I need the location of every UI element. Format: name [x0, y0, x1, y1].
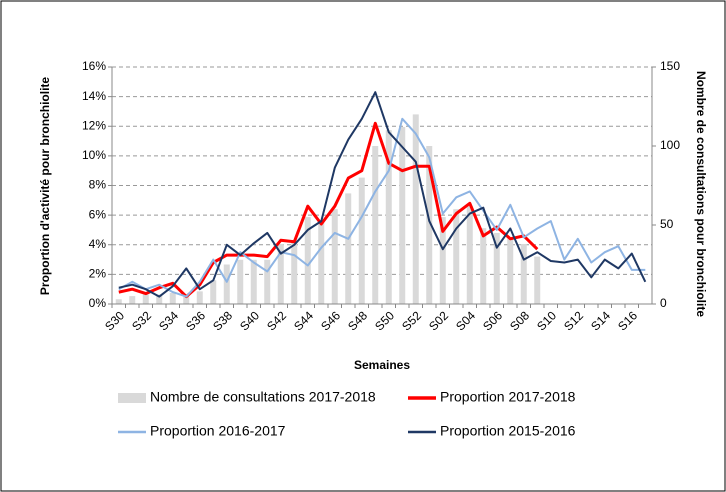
bar [196, 291, 203, 304]
bar [237, 259, 244, 304]
bar [142, 294, 149, 304]
bar [115, 299, 122, 304]
bar [453, 209, 460, 304]
y-tick-label: 0% [89, 296, 107, 310]
bar [331, 209, 338, 304]
bar [264, 259, 271, 304]
y2-tick-label: 150 [660, 59, 680, 73]
y-tick-label: 10% [82, 148, 106, 162]
x-axis-title: Semaines [354, 358, 410, 372]
legend-label: Proportion 2017-2018 [440, 389, 576, 405]
legend-label: Nombre de consultations 2017-2018 [150, 389, 376, 405]
y2-tick-label: 0 [660, 296, 667, 310]
y-tick-label: 6% [89, 207, 107, 221]
bar [439, 217, 446, 304]
bar [358, 177, 365, 304]
legend-label: Proportion 2015-2016 [440, 423, 576, 439]
bar [129, 296, 136, 304]
bar [223, 264, 230, 304]
legend-swatch [118, 393, 146, 403]
line [118, 91, 647, 298]
bar [493, 232, 500, 304]
bar [291, 240, 298, 304]
bar [480, 228, 487, 304]
bar [507, 237, 514, 304]
bar [534, 256, 541, 304]
y-axis-title: Proportion d'activité pour bronchiolite [38, 77, 52, 296]
legend-label: Proportion 2016-2017 [150, 423, 286, 439]
bar [372, 146, 379, 304]
y-tick-label: 12% [82, 118, 106, 132]
bar [345, 193, 352, 304]
line [118, 117, 646, 298]
bar [169, 292, 176, 304]
bar [466, 206, 473, 304]
bar [399, 127, 406, 304]
y2-tick-label: 50 [660, 217, 674, 231]
bar [385, 130, 392, 304]
y-tick-label: 16% [82, 59, 106, 73]
y-tick-label: 8% [89, 178, 107, 192]
bar [318, 221, 325, 304]
y-tick-label: 4% [89, 237, 107, 251]
bar [426, 146, 433, 304]
bar [412, 114, 419, 305]
bar [183, 296, 190, 304]
y2-axis-title: Nombre de consultations pour bronchiolit… [694, 71, 708, 317]
bar [156, 294, 163, 304]
bar [210, 280, 217, 304]
y-tick-label: 2% [89, 267, 107, 281]
bar [277, 243, 284, 304]
y2-tick-label: 100 [660, 138, 680, 152]
bar [520, 243, 527, 304]
y-tick-label: 14% [82, 89, 106, 103]
bar [250, 259, 257, 304]
bar [304, 217, 311, 304]
